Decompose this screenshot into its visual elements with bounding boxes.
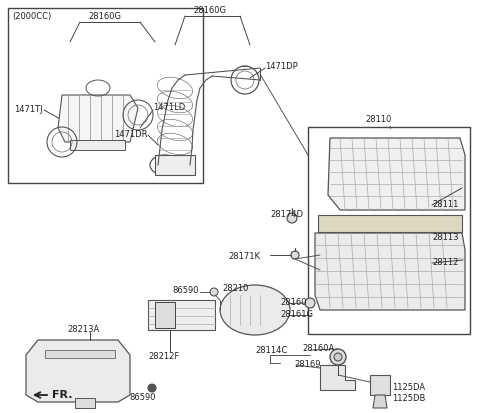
Circle shape bbox=[305, 298, 315, 308]
Text: 28161G: 28161G bbox=[280, 310, 313, 319]
Text: 28212F: 28212F bbox=[148, 352, 179, 361]
Text: (2000CC): (2000CC) bbox=[12, 12, 51, 21]
Text: 28171K: 28171K bbox=[228, 252, 260, 261]
Polygon shape bbox=[155, 155, 195, 175]
Text: 28160A: 28160A bbox=[302, 344, 334, 353]
Bar bbox=[155, 302, 175, 328]
Text: 1125DB: 1125DB bbox=[392, 394, 425, 403]
Ellipse shape bbox=[220, 285, 290, 335]
Text: 86590: 86590 bbox=[172, 286, 199, 295]
Text: 1125DA: 1125DA bbox=[392, 383, 425, 392]
Polygon shape bbox=[45, 350, 115, 358]
Polygon shape bbox=[26, 340, 130, 402]
Circle shape bbox=[334, 353, 342, 361]
Polygon shape bbox=[75, 398, 95, 408]
Text: 28174D: 28174D bbox=[270, 210, 303, 219]
Bar bbox=[8, 8, 203, 183]
Bar bbox=[308, 127, 470, 334]
Text: 28112: 28112 bbox=[432, 258, 458, 267]
Text: FR.: FR. bbox=[52, 390, 72, 400]
Text: 28113: 28113 bbox=[432, 233, 458, 242]
Text: 28169: 28169 bbox=[294, 360, 321, 369]
Text: 1471DP: 1471DP bbox=[265, 62, 298, 71]
Text: 28111: 28111 bbox=[432, 200, 458, 209]
Polygon shape bbox=[148, 300, 215, 330]
Polygon shape bbox=[70, 140, 125, 150]
Text: 28210: 28210 bbox=[222, 284, 248, 293]
Circle shape bbox=[287, 213, 297, 223]
Text: 28160: 28160 bbox=[280, 298, 307, 307]
Text: 1471DR: 1471DR bbox=[115, 130, 148, 139]
Text: 28114C: 28114C bbox=[255, 346, 287, 355]
Circle shape bbox=[291, 251, 299, 259]
Text: 28160G: 28160G bbox=[193, 6, 227, 15]
Polygon shape bbox=[328, 138, 465, 210]
Circle shape bbox=[148, 384, 156, 392]
Polygon shape bbox=[320, 365, 355, 390]
Text: 28213A: 28213A bbox=[67, 325, 99, 334]
Text: 28110: 28110 bbox=[365, 115, 391, 124]
Text: 28160G: 28160G bbox=[88, 12, 121, 21]
Text: 86590: 86590 bbox=[130, 393, 156, 402]
Circle shape bbox=[210, 288, 218, 296]
Polygon shape bbox=[373, 395, 387, 408]
Polygon shape bbox=[318, 215, 462, 232]
Polygon shape bbox=[370, 375, 390, 395]
Text: 1471LD: 1471LD bbox=[153, 103, 185, 112]
Circle shape bbox=[330, 349, 346, 365]
Polygon shape bbox=[315, 233, 465, 310]
Text: 1471TJ: 1471TJ bbox=[14, 105, 43, 114]
Polygon shape bbox=[58, 95, 138, 142]
